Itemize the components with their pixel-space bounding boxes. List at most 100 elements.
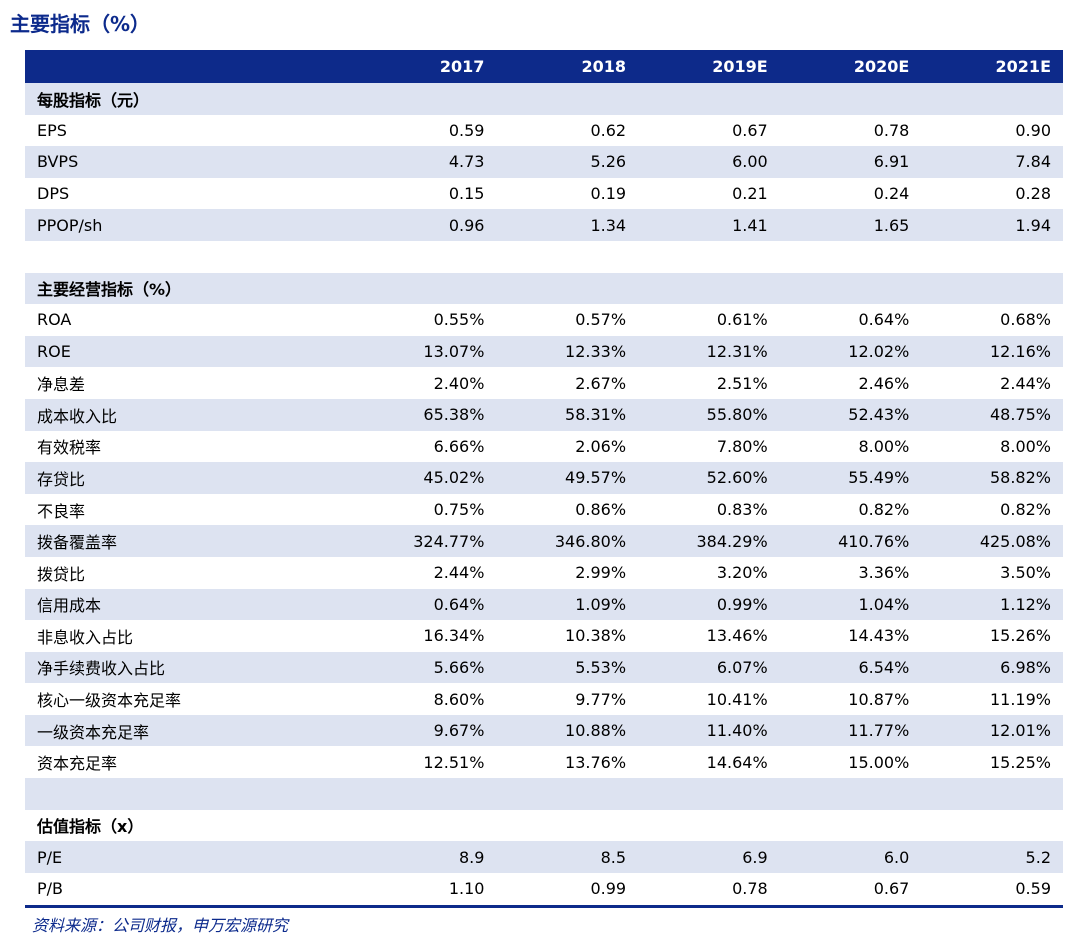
value-cell-2021e: 0.90 — [1015, 120, 1051, 140]
row-label: P/E — [37, 847, 63, 867]
value-cell-2021e: 425.08% — [979, 531, 1051, 551]
value-cell-2019e: 6.9 — [742, 847, 768, 867]
value-cell-2017 — [355, 83, 497, 115]
value-cell-2020e: 2.46% — [858, 373, 910, 393]
table-row: 一级资本充足率 9.67% 10.88% 11.40% 11.77% 12.01% — [25, 714, 1063, 747]
value-cell-2019e: 0.78 — [732, 879, 768, 899]
header-row: 2017 2018 2019E 2020E 2021E — [25, 50, 1063, 83]
row-label — [25, 778, 355, 810]
value-cell-2020e: 6.0 — [883, 847, 910, 867]
value-cell-2020e: 1.04% — [858, 594, 910, 614]
value-cell-2020e: 0.67 — [873, 879, 910, 899]
table-row: PPOP/sh 0.96 1.34 1.41 1.65 1.94 — [25, 209, 1063, 241]
source-note: 资料来源：公司财报，申万宏源研究 — [32, 916, 289, 935]
value-cell-2021e: 12.16% — [989, 342, 1051, 362]
value-cell-2020e: 1.65 — [873, 215, 910, 235]
value-cell-2021e: 15.25% — [989, 752, 1051, 772]
value-cell-2020e: 11.77% — [848, 721, 910, 741]
row-label: 资本充足率 — [37, 754, 118, 774]
table-row: 净手续费收入占比 5.66% 5.53% 6.07% 6.54% 6.98% — [25, 651, 1063, 684]
section-header-row: 每股指标（元） — [25, 83, 1063, 115]
row-label: BVPS — [37, 152, 79, 172]
value-cell-2020e — [780, 778, 922, 810]
value-cell-2018: 2.99% — [575, 563, 627, 583]
value-cell-2018 — [496, 778, 638, 810]
value-cell-2019e: 0.83% — [716, 500, 768, 520]
table-row: 信用成本 0.64% 1.09% 0.99% 1.04% 1.12% — [25, 588, 1063, 621]
row-label: 存贷比 — [37, 469, 86, 489]
value-cell-2018: 1.09% — [575, 594, 627, 614]
value-cell-2017: 6.66% — [433, 436, 485, 456]
value-cell-2017: 0.96 — [448, 215, 485, 235]
row-label: P/B — [37, 879, 64, 899]
header-year-2018: 2018 — [581, 57, 627, 76]
header-year-2020e: 2020E — [853, 57, 910, 76]
value-cell-2018: 0.19 — [590, 184, 627, 204]
value-cell-2018: 0.86% — [575, 500, 627, 520]
table-row: 存贷比 45.02% 49.57% 52.60% 55.49% 58.82% — [25, 462, 1063, 494]
table-row: 有效税率 6.66% 2.06% 7.80% 8.00% 8.00% — [25, 430, 1063, 463]
row-label: PPOP/sh — [37, 215, 103, 235]
row-label: ROE — [37, 342, 71, 362]
value-cell-2017: 8.60% — [433, 689, 485, 709]
value-cell-2019e: 0.61% — [716, 310, 768, 330]
value-cell-2021e: 2.44% — [1000, 373, 1051, 393]
value-cell-2020e: 0.64% — [858, 310, 910, 330]
value-cell-2019e — [638, 241, 780, 273]
table-row: 拨贷比 2.44% 2.99% 3.20% 3.36% 3.50% — [25, 556, 1063, 589]
value-cell-2019e: 0.21 — [732, 184, 768, 204]
value-cell-2018: 49.57% — [565, 468, 627, 488]
value-cell-2018: 13.76% — [565, 752, 627, 772]
value-cell-2017: 0.59 — [448, 120, 485, 140]
value-cell-2018: 58.31% — [565, 405, 627, 425]
value-cell-2020e: 10.87% — [848, 689, 910, 709]
value-cell-2019e: 1.41 — [732, 215, 768, 235]
value-cell-2019e: 2.51% — [716, 373, 768, 393]
value-cell-2017: 45.02% — [423, 468, 485, 488]
value-cell-2019e: 12.31% — [706, 342, 768, 362]
value-cell-2021e — [921, 273, 1063, 305]
table-row: 资本充足率 12.51% 13.76% 14.64% 15.00% 15.25% — [25, 746, 1063, 779]
value-cell-2017: 16.34% — [423, 626, 485, 646]
value-cell-2019e: 0.99% — [716, 594, 768, 614]
value-cell-2021e: 0.82% — [1000, 500, 1051, 520]
table-row: P/E 8.9 8.5 6.9 6.0 5.2 — [25, 841, 1063, 873]
header-label-cell — [25, 50, 355, 83]
section-header-row: 估值指标（x） — [25, 809, 1063, 842]
value-cell-2021e: 11.19% — [989, 689, 1051, 709]
value-cell-2019e — [638, 778, 780, 810]
value-cell-2021e: 6.98% — [1000, 657, 1051, 677]
value-cell-2021e: 3.50% — [1000, 563, 1051, 583]
value-cell-2018 — [496, 83, 638, 115]
value-cell-2021e: 15.26% — [989, 626, 1051, 646]
value-cell-2018: 8.5 — [600, 847, 627, 867]
value-cell-2019e: 384.29% — [696, 531, 768, 551]
value-cell-2018: 2.06% — [575, 436, 627, 456]
value-cell-2018: 2.67% — [575, 373, 627, 393]
page-title: 主要指标（%） — [10, 12, 151, 36]
value-cell-2021e: 0.59 — [1015, 879, 1051, 899]
value-cell-2017: 324.77% — [413, 531, 485, 551]
row-label: 非息收入占比 — [37, 627, 134, 647]
value-cell-2019e: 52.60% — [706, 468, 768, 488]
table-bottom-rule — [25, 905, 1063, 908]
row-label: ROA — [37, 310, 72, 330]
value-cell-2021e — [921, 241, 1063, 273]
value-cell-2020e: 14.43% — [848, 626, 910, 646]
row-label: 成本收入比 — [37, 406, 118, 426]
value-cell-2020e: 8.00% — [858, 436, 910, 456]
table-header: 2017 2018 2019E 2020E 2021E — [25, 50, 1063, 83]
value-cell-2020e — [780, 241, 922, 273]
value-cell-2018 — [496, 273, 638, 305]
table-row: DPS 0.15 0.19 0.21 0.24 0.28 — [25, 177, 1063, 210]
value-cell-2019e: 55.80% — [706, 405, 768, 425]
value-cell-2020e: 6.91 — [873, 152, 910, 172]
value-cell-2019e — [638, 273, 780, 305]
value-cell-2021e: 1.94 — [1015, 215, 1051, 235]
value-cell-2018 — [496, 810, 638, 842]
value-cell-2017: 4.73 — [448, 152, 485, 172]
value-cell-2020e: 52.43% — [848, 405, 910, 425]
value-cell-2019e: 6.07% — [716, 657, 768, 677]
value-cell-2019e: 6.00 — [732, 152, 768, 172]
value-cell-2017: 65.38% — [423, 405, 485, 425]
